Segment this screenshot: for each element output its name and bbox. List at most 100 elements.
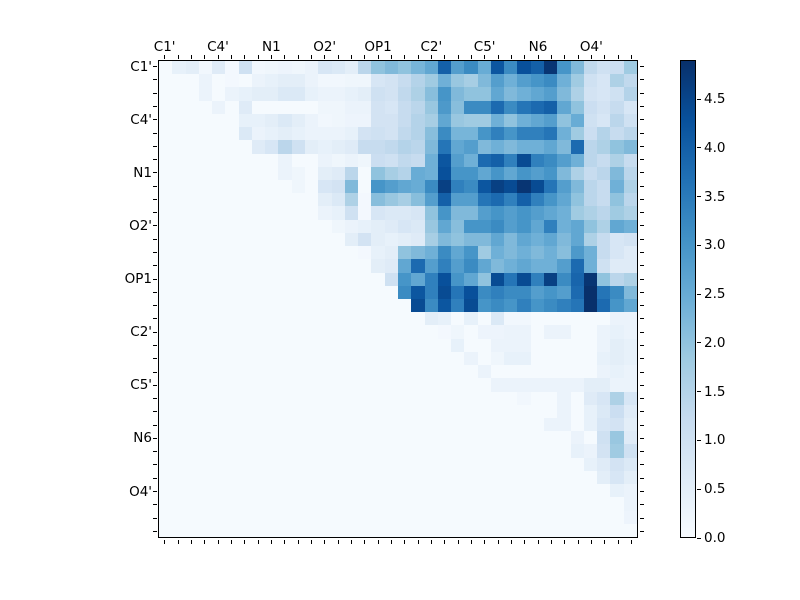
heatmap-cell <box>583 365 598 379</box>
heatmap-cell <box>238 510 252 524</box>
heatmap-cell <box>331 391 345 405</box>
heatmap-cell <box>544 272 558 286</box>
heatmap-cell <box>570 153 584 167</box>
heatmap-cell <box>570 61 584 75</box>
heatmap-cell <box>464 338 478 352</box>
heatmap-cell <box>570 206 584 220</box>
heatmap-cell <box>451 285 465 299</box>
heatmap-cell <box>305 100 319 114</box>
heatmap-cell <box>557 325 571 339</box>
heatmap-cell <box>225 153 239 167</box>
heatmap-cell <box>623 272 637 286</box>
heatmap-cell <box>623 365 637 379</box>
heatmap-cell <box>583 246 598 260</box>
colorbar-tick <box>697 98 701 100</box>
heatmap-cell <box>278 299 292 313</box>
heatmap-cell <box>265 391 279 405</box>
tick-mark <box>639 119 644 121</box>
heatmap-cell <box>517 61 531 75</box>
heatmap-cell <box>265 100 279 114</box>
heatmap-cell <box>185 206 199 220</box>
tick-mark <box>337 539 339 544</box>
heatmap-cell <box>610 166 624 180</box>
heatmap-cell <box>517 325 531 339</box>
heatmap-cell <box>504 470 518 485</box>
heatmap-cell <box>623 206 637 220</box>
heatmap-cell <box>437 351 452 366</box>
heatmap-cell <box>318 497 332 511</box>
tick-mark <box>350 539 352 544</box>
heatmap-cell <box>424 74 438 88</box>
tick-mark <box>152 225 157 227</box>
heatmap-cell <box>318 404 332 418</box>
heatmap-cell <box>504 431 518 445</box>
heatmap-cell <box>530 127 545 141</box>
heatmap-cell <box>238 457 252 471</box>
heatmap-cell <box>305 470 319 485</box>
tick-mark <box>639 278 644 280</box>
colorbar-tick <box>697 293 701 295</box>
heatmap-cell <box>397 74 412 88</box>
heatmap-cell <box>371 299 385 313</box>
heatmap-cell <box>623 299 637 313</box>
heatmap-cell <box>597 193 611 207</box>
heatmap-cell <box>251 312 266 326</box>
tick-mark <box>152 66 157 68</box>
heatmap-cell <box>212 484 226 498</box>
heatmap-cell <box>517 378 531 392</box>
heatmap-cell <box>212 351 226 366</box>
heatmap-cell <box>238 378 252 392</box>
heatmap-cell <box>544 404 558 418</box>
heatmap-cell <box>238 484 252 498</box>
heatmap-cell <box>371 418 385 432</box>
heatmap-cell <box>610 127 624 141</box>
heatmap-cell <box>291 523 306 537</box>
heatmap-cell <box>477 61 491 75</box>
heatmap-cell <box>344 219 359 233</box>
heatmap-cell <box>358 61 372 75</box>
heatmap-cell <box>212 61 226 75</box>
heatmap-cell <box>305 140 319 154</box>
heatmap-cell <box>384 272 398 286</box>
heatmap-cell <box>504 510 518 524</box>
heatmap-cell <box>530 338 545 352</box>
heatmap-cell <box>530 325 545 339</box>
heatmap-cell <box>318 365 332 379</box>
heatmap-cell <box>597 206 611 220</box>
heatmap-cell <box>597 232 611 247</box>
heatmap-cell <box>517 127 531 141</box>
heatmap-cell <box>238 351 252 366</box>
heatmap-cell <box>238 100 252 114</box>
heatmap-cell <box>464 127 478 141</box>
heatmap-cell <box>172 418 186 432</box>
tick-mark <box>457 54 459 59</box>
heatmap-cell <box>172 140 186 154</box>
heatmap-cell <box>623 391 637 405</box>
heatmap-cell <box>344 351 359 366</box>
heatmap-cell <box>358 219 372 233</box>
heatmap-cell <box>504 100 518 114</box>
heatmap-cell <box>198 470 213 485</box>
heatmap-cell <box>397 272 412 286</box>
heatmap-cell <box>185 272 199 286</box>
heatmap-cell <box>159 391 173 405</box>
heatmap-cell <box>318 272 332 286</box>
heatmap-cell <box>490 523 505 537</box>
tick-mark <box>244 539 246 544</box>
colorbar-tick-label: 0.0 <box>704 530 726 546</box>
heatmap-cell <box>291 299 306 313</box>
heatmap-cell <box>185 391 199 405</box>
heatmap-cell <box>212 431 226 445</box>
heatmap-cell <box>570 378 584 392</box>
heatmap-cell <box>331 299 345 313</box>
heatmap-cell <box>424 166 438 180</box>
heatmap-cell <box>610 378 624 392</box>
x-axis-label-O2': O2' <box>313 39 337 55</box>
heatmap-cell <box>504 325 518 339</box>
heatmap-cell <box>344 74 359 88</box>
heatmap-cell <box>384 497 398 511</box>
heatmap-cell <box>305 457 319 471</box>
colorbar-tick <box>697 488 701 490</box>
heatmap-cell <box>238 418 252 432</box>
heatmap-cell <box>597 272 611 286</box>
